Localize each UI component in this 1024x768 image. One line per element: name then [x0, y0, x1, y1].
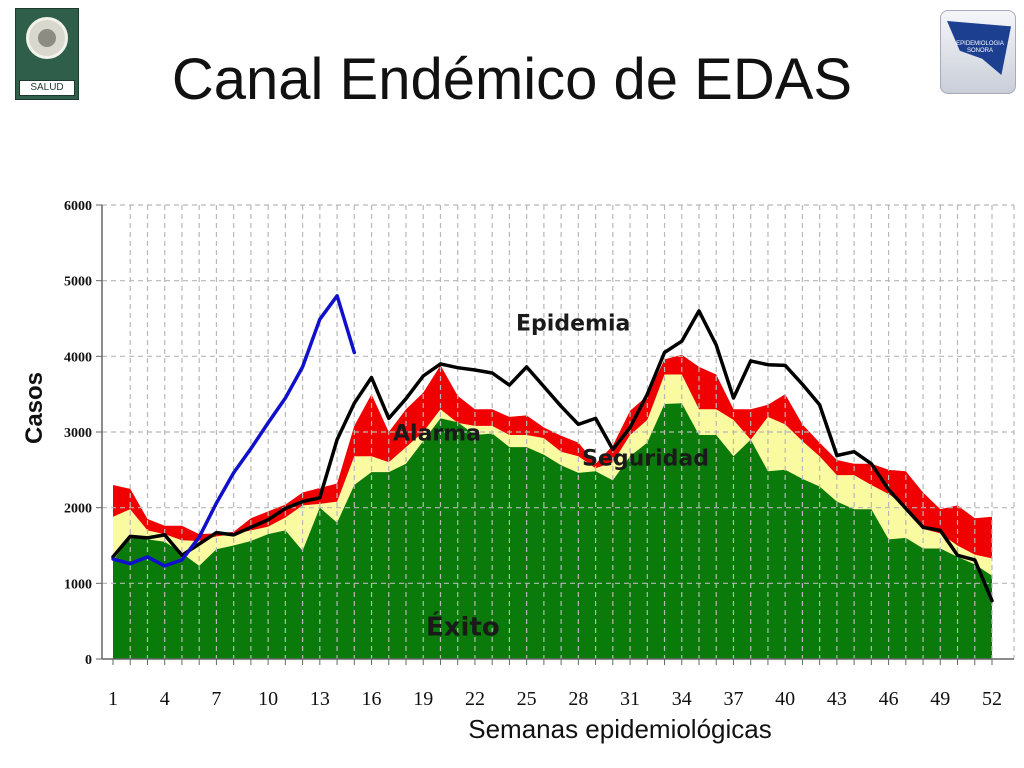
- salud-logo-text: SALUD: [19, 80, 75, 96]
- zone-label-seguridad: Seguridad: [582, 446, 709, 471]
- x-tick-label: 28: [568, 688, 588, 710]
- x-tick-label: 13: [310, 688, 330, 710]
- x-tick-label: 31: [620, 688, 640, 710]
- seal-icon: [26, 17, 68, 59]
- x-tick-label: 10: [258, 688, 278, 710]
- zones-layer: [113, 354, 992, 659]
- x-tick-label: 4: [160, 688, 170, 710]
- x-tick-label: 25: [517, 688, 537, 710]
- y-tick-label: 6000: [64, 199, 92, 214]
- x-tick-label: 43: [827, 688, 847, 710]
- axes-layer: 0 1000 2000 3000 4000 5000 6000 1 4 7 10 13 16 19 22 25…: [21, 199, 1014, 744]
- zone-label-alarma: Alarma: [393, 421, 481, 446]
- x-tick-label: 34: [672, 688, 692, 710]
- y-tick-label: 2000: [64, 502, 92, 517]
- labels-layer: Epidemia Alarma Seguridad Éxito: [393, 312, 709, 643]
- y-tick-label: 5000: [64, 275, 92, 290]
- x-tick-label: 52: [982, 688, 1002, 710]
- x-tick-label: 19: [413, 688, 433, 710]
- x-tick-label: 46: [879, 688, 899, 710]
- zone-exito: [113, 403, 992, 659]
- x-tick-label: 37: [723, 688, 743, 710]
- x-axis-title: Semanas epidemiológicas: [468, 714, 772, 744]
- x-tick-label: 16: [362, 688, 382, 710]
- series-line-2: [111, 294, 357, 568]
- lines-layer: [111, 294, 994, 603]
- y-tick-label: 4000: [64, 350, 92, 365]
- x-tick-label: 7: [211, 688, 221, 710]
- y-tick-label: 1000: [64, 577, 92, 592]
- grid-layer: [102, 204, 1015, 659]
- y-axis-title: Casos: [21, 372, 48, 444]
- x-tick-label: 49: [930, 688, 950, 710]
- x-tick-label: 22: [465, 688, 485, 710]
- zone-label-epidemia: Epidemia: [516, 312, 630, 337]
- x-tick-label: 1: [108, 688, 118, 710]
- zone-label-exito: Éxito: [426, 611, 500, 643]
- logo-right-text: EPIDEMIOLOGIA SONORA: [956, 41, 1004, 54]
- series-line-1: [111, 309, 994, 603]
- y-tick-label: 3000: [64, 426, 92, 441]
- salud-logo: SALUD: [15, 8, 79, 100]
- y-tick-label: 0: [85, 653, 92, 668]
- x-tick-label: 40: [775, 688, 795, 710]
- epidemiologia-sonora-logo: EPIDEMIOLOGIA SONORA: [940, 10, 1016, 94]
- page-title: Canal Endémico de EDAS: [171, 47, 853, 112]
